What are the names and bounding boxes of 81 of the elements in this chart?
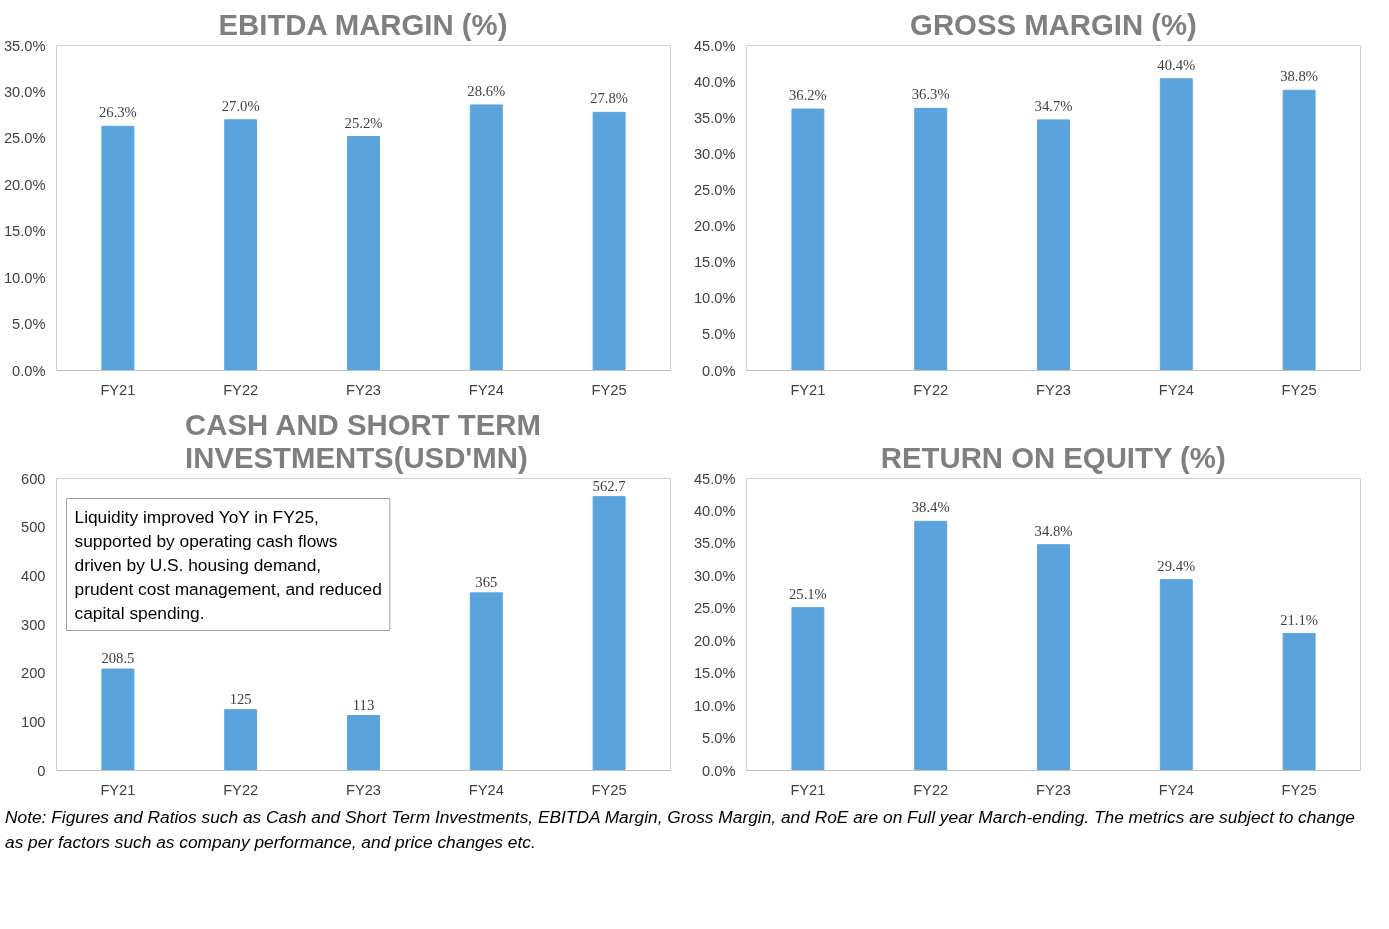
chart-title: EBITDA MARGIN (%) bbox=[218, 7, 508, 41]
x-tick-label: FY23 bbox=[1035, 381, 1072, 398]
y-tick-label: 600 bbox=[21, 470, 46, 487]
data-label: 27.0% bbox=[221, 97, 260, 114]
y-tick-label: 45.0% bbox=[693, 37, 736, 54]
y-tick-label: 200 bbox=[21, 665, 46, 682]
data-label: 113 bbox=[352, 696, 375, 713]
y-tick-label: 0.0% bbox=[702, 362, 736, 379]
y-tick-label: 0.0% bbox=[12, 362, 46, 379]
y-tick-label: 100 bbox=[21, 713, 46, 730]
y-tick-label: 10.0% bbox=[3, 269, 46, 286]
data-label: 25.1% bbox=[788, 585, 827, 602]
y-tick-label: 20.0% bbox=[693, 632, 736, 649]
y-tick-label: 20.0% bbox=[693, 218, 736, 235]
x-tick-label: FY22 bbox=[223, 381, 259, 398]
data-label: 125 bbox=[229, 690, 252, 707]
data-label: 38.4% bbox=[911, 499, 950, 516]
x-tick-label: FY24 bbox=[1158, 781, 1194, 798]
x-tick-label: FY21 bbox=[100, 781, 136, 798]
y-tick-label: 300 bbox=[21, 616, 46, 633]
y-tick-label: 40.0% bbox=[693, 502, 736, 519]
annotation: Liquidity improved YoY in FY25, supported by operating cash flows driven by U.S. housing demand, prudent cost management, and reduced capital spending. bbox=[74, 506, 382, 623]
y-tick-label: 30.0% bbox=[3, 83, 46, 100]
y-tick-label: 5.0% bbox=[12, 316, 46, 333]
x-tick-label: FY24 bbox=[468, 781, 504, 798]
x-tick-label: FY23 bbox=[345, 381, 382, 398]
x-tick-label: FY24 bbox=[468, 381, 504, 398]
x-tick-label: FY24 bbox=[1158, 381, 1194, 398]
y-tick-label: 35.0% bbox=[3, 37, 46, 54]
text: Note: Figures and Ratios such as Cash and Short Term Investments, EBITDA Margin, Gross Margin, and RoE are on Full year March-ending. The metrics are subject to change as per factors such as company performance, and price changes etc. bbox=[5, 807, 1355, 852]
data-label: 38.8% bbox=[1280, 68, 1319, 85]
data-label: 28.6% bbox=[467, 82, 506, 99]
chart-title: GROSS MARGIN (%) bbox=[910, 7, 1197, 41]
y-tick-label: 20.0% bbox=[3, 176, 46, 193]
x-tick-label: FY23 bbox=[1035, 781, 1072, 798]
data-label: 34.8% bbox=[1034, 522, 1073, 539]
x-tick-label: FY25 bbox=[1281, 781, 1317, 798]
y-tick-label: 30.0% bbox=[693, 145, 736, 162]
y-tick-label: 35.0% bbox=[693, 109, 736, 126]
y-tick-label: 5.0% bbox=[702, 730, 736, 747]
y-tick-label: 5.0% bbox=[702, 326, 736, 343]
y-tick-label: 15.0% bbox=[693, 665, 736, 682]
x-tick-label: FY21 bbox=[790, 781, 826, 798]
data-label: 36.2% bbox=[788, 87, 827, 104]
x-tick-label: FY23 bbox=[345, 781, 382, 798]
x-tick-label: FY22 bbox=[913, 781, 949, 798]
y-tick-label: 35.0% bbox=[693, 535, 736, 552]
x-tick-label: FY21 bbox=[100, 381, 136, 398]
data-label: 34.7% bbox=[1034, 97, 1073, 114]
y-tick-label: 10.0% bbox=[693, 697, 736, 714]
x-tick-label: FY25 bbox=[591, 381, 627, 398]
y-tick-label: 45.0% bbox=[693, 470, 736, 487]
x-tick-label: FY25 bbox=[591, 781, 627, 798]
y-tick-label: 15.0% bbox=[3, 223, 46, 240]
data-label: 365 bbox=[475, 573, 498, 590]
chart-title: CASH AND SHORT TERM INVESTMENTS(USD'MN) bbox=[185, 407, 541, 474]
data-label: 36.3% bbox=[911, 86, 950, 103]
y-tick-label: 30.0% bbox=[693, 567, 736, 584]
y-tick-label: 500 bbox=[21, 519, 46, 536]
data-label: 40.4% bbox=[1157, 56, 1196, 73]
y-tick-label: 25.0% bbox=[3, 130, 46, 147]
y-tick-label: 25.0% bbox=[693, 181, 736, 198]
data-label: 25.2% bbox=[344, 114, 383, 131]
y-tick-label: 10.0% bbox=[693, 290, 736, 307]
y-tick-label: 400 bbox=[21, 567, 46, 584]
x-tick-label: FY25 bbox=[1281, 381, 1317, 398]
y-tick-label: 40.0% bbox=[693, 73, 736, 90]
chart-title: RETURN ON EQUITY (%) bbox=[880, 440, 1226, 474]
data-label: 29.4% bbox=[1157, 557, 1196, 574]
x-tick-label: FY21 bbox=[790, 381, 826, 398]
x-tick-label: FY22 bbox=[913, 381, 949, 398]
y-tick-label: 0 bbox=[37, 762, 46, 779]
data-label: 26.3% bbox=[98, 104, 137, 121]
y-tick-label: 0.0% bbox=[702, 762, 736, 779]
data-label: 562.7 bbox=[592, 477, 626, 494]
data-label: 21.1% bbox=[1280, 611, 1319, 628]
y-tick-label: 15.0% bbox=[693, 254, 736, 271]
x-tick-label: FY22 bbox=[223, 781, 259, 798]
y-tick-label: 25.0% bbox=[693, 600, 736, 617]
data-label: 27.8% bbox=[590, 90, 629, 107]
data-label: 208.5 bbox=[101, 650, 135, 667]
